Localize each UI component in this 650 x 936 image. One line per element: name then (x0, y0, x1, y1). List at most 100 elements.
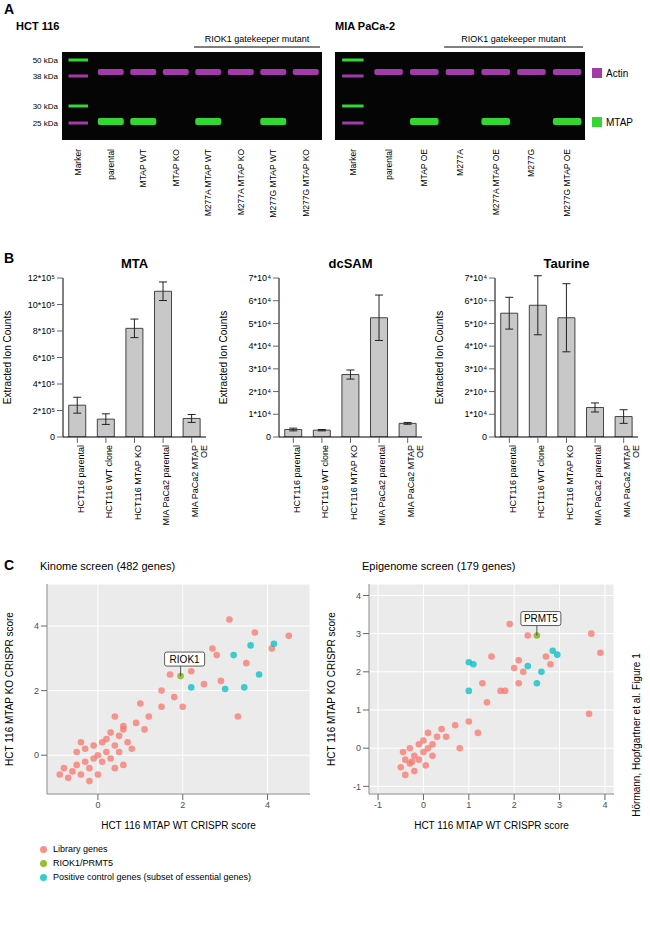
svg-text:MIA PaCa2 MTAPOE: MIA PaCa2 MTAPOE (406, 445, 425, 517)
svg-text:HCT116 WT clone: HCT116 WT clone (104, 445, 114, 518)
svg-text:0: 0 (34, 750, 39, 760)
svg-text:4*10⁴: 4*10⁴ (249, 341, 272, 351)
svg-text:M277G MTAP KO: M277G MTAP KO (301, 149, 311, 217)
html-text:B: B (4, 250, 15, 266)
svg-text:HCT116 WT clone: HCT116 WT clone (536, 445, 546, 518)
svg-text:HCT116 parental: HCT116 parental (292, 445, 302, 513)
svg-text:4*10⁴: 4*10⁴ (465, 341, 488, 351)
svg-text:HCT116 MTAP KO: HCT116 MTAP KO (349, 445, 359, 520)
html-text:Kinome screen (482 genes): Kinome screen (482 genes) (40, 560, 176, 572)
svg-text:MTAP OE: MTAP OE (419, 149, 429, 187)
svg-text:4: 4 (265, 800, 270, 810)
svg-text:HCT 116 MTAP WT CRISPR score: HCT 116 MTAP WT CRISPR score (101, 820, 256, 831)
svg-text:50 kDa: 50 kDa (33, 56, 59, 65)
svg-text:5*10⁴: 5*10⁴ (465, 319, 488, 329)
svg-text:0: 0 (95, 800, 100, 810)
svg-text:MIA PaCa2 parental: MIA PaCa2 parental (593, 445, 603, 526)
svg-text:6*10⁵: 6*10⁵ (33, 353, 56, 363)
svg-text:7*10⁴: 7*10⁴ (249, 273, 272, 283)
svg-text:M277A MTAP KO: M277A MTAP KO (236, 149, 246, 216)
svg-text:HCT116 parental: HCT116 parental (508, 445, 518, 513)
svg-text:RIOK1: RIOK1 (170, 654, 200, 665)
svg-text:1*10⁴: 1*10⁴ (249, 409, 272, 419)
svg-text:2*10⁴: 2*10⁴ (465, 387, 488, 397)
svg-text:0: 0 (266, 432, 271, 442)
svg-text:HCT 116 MTAP KO CRISPR score: HCT 116 MTAP KO CRISPR score (326, 612, 337, 766)
svg-text:38 kDa: 38 kDa (33, 72, 59, 81)
svg-text:PRMT5: PRMT5 (524, 613, 558, 624)
svg-text:2: 2 (180, 800, 185, 810)
svg-text:2*10⁴: 2*10⁴ (249, 387, 272, 397)
svg-text:2: 2 (34, 686, 39, 696)
svg-text:HCT116 parental: HCT116 parental (76, 445, 86, 513)
svg-text:8*10⁵: 8*10⁵ (33, 326, 56, 336)
svg-text:MIA PaCa2 parental: MIA PaCa2 parental (161, 445, 171, 526)
svg-text:Marker: Marker (73, 149, 83, 176)
svg-text:3*10⁴: 3*10⁴ (465, 364, 488, 374)
html-text:dcSAM: dcSAM (328, 256, 373, 271)
svg-text:3*10⁴: 3*10⁴ (249, 364, 272, 374)
svg-text:4: 4 (356, 591, 361, 601)
svg-text:1: 1 (466, 800, 471, 810)
svg-text:4: 4 (34, 621, 39, 631)
svg-text:M277A MTAP OE: M277A MTAP OE (491, 149, 501, 216)
svg-text:RIOK1 gatekeeper mutant: RIOK1 gatekeeper mutant (461, 34, 566, 44)
svg-text:MIA PaCa-2: MIA PaCa-2 (335, 20, 395, 32)
svg-text:HCT116 MTAP KO: HCT116 MTAP KO (133, 445, 143, 520)
svg-text:parental: parental (106, 149, 116, 180)
svg-text:0: 0 (356, 743, 361, 753)
svg-text:Marker: Marker (348, 149, 358, 176)
svg-text:1*10⁴: 1*10⁴ (465, 409, 488, 419)
svg-text:3: 3 (356, 629, 361, 639)
svg-text:parental: parental (384, 149, 394, 180)
svg-text:MIA PaCa2 MTAPOE: MIA PaCa2 MTAPOE (622, 445, 641, 517)
svg-text:MTAP WT: MTAP WT (138, 149, 148, 187)
svg-text:M277G MTAP OE: M277G MTAP OE (562, 149, 572, 217)
svg-text:-1: -1 (374, 800, 382, 810)
svg-text:MIA PaCa2 MTAPOE: MIA PaCa2 MTAPOE (190, 445, 209, 517)
svg-text:A: A (8, 1, 14, 17)
svg-text:2*10⁵: 2*10⁵ (33, 406, 56, 416)
html-text:MTA: MTA (120, 256, 149, 271)
svg-text:12*10⁵: 12*10⁵ (28, 273, 56, 283)
svg-text:2: 2 (356, 667, 361, 677)
svg-text:0: 0 (50, 432, 55, 442)
html-text:C: C (4, 557, 15, 573)
svg-text:0: 0 (482, 432, 487, 442)
svg-text:MIA PaCa2 parental: MIA PaCa2 parental (377, 445, 387, 526)
svg-text:Extracted Ion Counts: Extracted Ion Counts (434, 311, 445, 404)
svg-text:3: 3 (557, 800, 562, 810)
svg-text:M277G MTAP WT: M277G MTAP WT (268, 149, 278, 218)
svg-text:HCT 116 MTAP WT CRISPR score: HCT 116 MTAP WT CRISPR score (414, 820, 569, 831)
svg-text:Actin: Actin (606, 68, 628, 79)
svg-text:5*10⁴: 5*10⁴ (249, 319, 272, 329)
svg-text:10*10⁵: 10*10⁵ (28, 300, 56, 310)
svg-text:-1: -1 (353, 782, 361, 792)
svg-text:2: 2 (512, 800, 517, 810)
svg-text:0: 0 (421, 800, 426, 810)
svg-text:Extracted Ion Counts: Extracted Ion Counts (8, 311, 13, 404)
svg-text:1: 1 (356, 705, 361, 715)
svg-text:7*10⁴: 7*10⁴ (465, 273, 488, 283)
svg-text:4: 4 (602, 800, 607, 810)
html-text:Library genes: Library genes (53, 844, 108, 854)
svg-text:25 kDa: 25 kDa (33, 119, 59, 128)
html-text:Epigenome screen (179 genes): Epigenome screen (179 genes) (362, 560, 516, 572)
svg-text:MTAP KO: MTAP KO (171, 149, 181, 187)
svg-text:HCT 116: HCT 116 (16, 20, 59, 32)
svg-text:30 kDa: 30 kDa (33, 102, 59, 111)
svg-text:MTAP: MTAP (606, 117, 633, 128)
html-text:Taurine: Taurine (543, 256, 590, 271)
svg-text:6*10⁴: 6*10⁴ (249, 296, 272, 306)
svg-text:M277A MTAP WT: M277A MTAP WT (203, 149, 213, 216)
svg-text:RIOK1 gatekeeper mutant: RIOK1 gatekeeper mutant (205, 34, 310, 44)
svg-text:M277G: M277G (526, 149, 536, 177)
svg-text:HCT116 WT clone: HCT116 WT clone (320, 445, 330, 518)
svg-text:M277A: M277A (455, 149, 465, 176)
svg-text:HCT116 MTAP KO: HCT116 MTAP KO (565, 445, 575, 520)
svg-text:HCT 116 MTAP KO CRISPR score: HCT 116 MTAP KO CRISPR score (8, 612, 15, 766)
svg-text:Extracted Ion Counts: Extracted Ion Counts (218, 311, 229, 404)
svg-text:4*10⁵: 4*10⁵ (33, 379, 56, 389)
svg-text:6*10⁴: 6*10⁴ (465, 296, 488, 306)
svg-text:Hörmann, Hopfgartner et al. Fi: Hörmann, Hopfgartner et al. Figure 1 (631, 653, 642, 817)
